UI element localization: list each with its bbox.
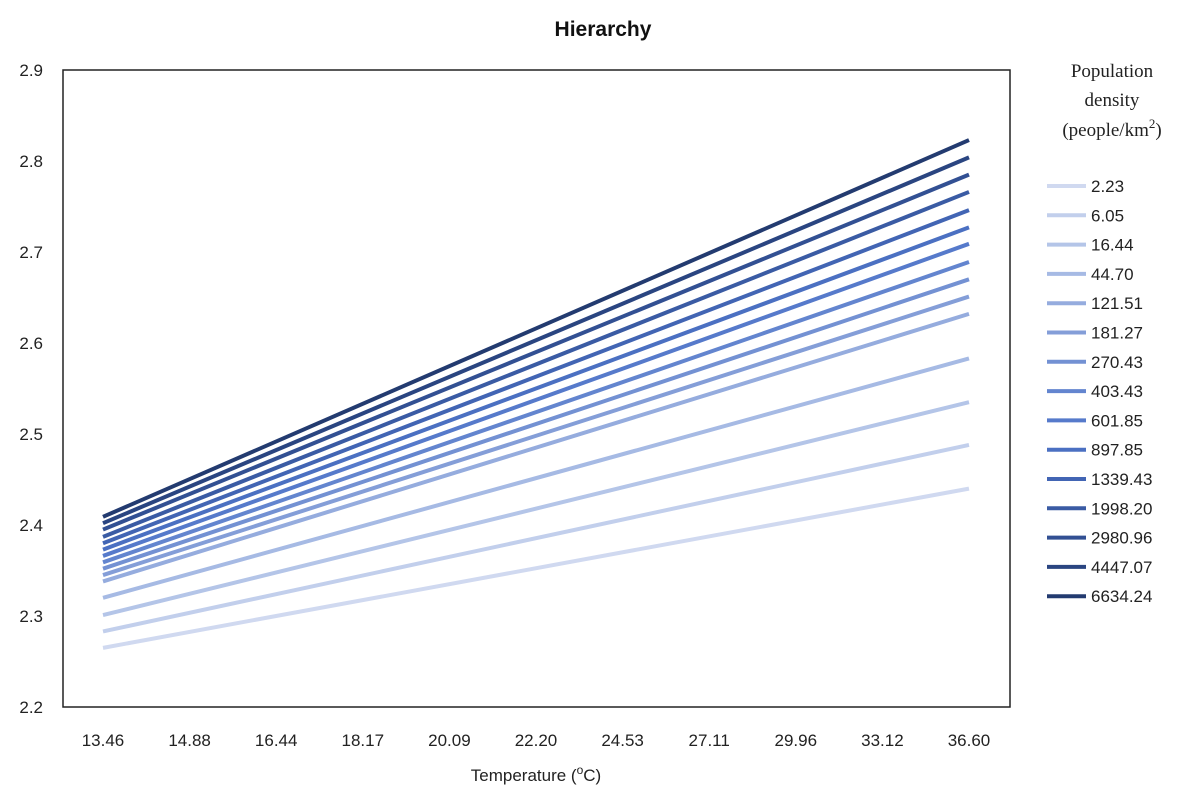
x-axis-label: Temperature (oC)	[471, 763, 601, 785]
series-line	[102, 138, 970, 519]
series-line	[102, 311, 970, 584]
legend-label: 44.70	[1091, 265, 1134, 284]
legend-label: 601.85	[1091, 411, 1143, 430]
x-tick-label: 20.09	[428, 731, 471, 750]
y-tick-label: 2.4	[19, 516, 43, 535]
series-line	[102, 190, 970, 539]
x-tick-label: 36.60	[948, 731, 991, 750]
x-axis: 13.46 14.88 16.44 18.17 20.09 22.20 24.53 27.11…	[82, 731, 991, 750]
legend-label: 4447.07	[1091, 558, 1152, 577]
series-line	[102, 241, 970, 558]
x-axis-label-base: Temperature (	[471, 766, 577, 785]
series-line	[102, 442, 970, 634]
y-tick-label: 2.3	[19, 607, 43, 626]
legend-label: 1339.43	[1091, 470, 1152, 489]
legend-title-line-2: density	[1085, 90, 1140, 111]
legend-label: 1998.20	[1091, 499, 1152, 518]
x-tick-label: 27.11	[689, 731, 730, 750]
y-tick-label: 2.6	[19, 334, 43, 353]
y-tick-label: 2.7	[19, 243, 43, 262]
x-tick-label: 22.20	[515, 731, 558, 750]
x-tick-label: 24.53	[601, 731, 644, 750]
series-line	[102, 486, 970, 650]
legend-label: 897.85	[1091, 441, 1143, 460]
legend-label: 2980.96	[1091, 529, 1152, 548]
series-line	[102, 400, 970, 618]
legend-label: 270.43	[1091, 353, 1143, 372]
legend-title-unit: (people/km2)	[1062, 116, 1161, 141]
series-line	[102, 260, 970, 565]
y-tick-label: 2.9	[19, 61, 43, 80]
series-line	[102, 356, 970, 600]
legend-items: 2.23 6.05 16.44 44.70 121.51 181.27 270.43 403.…	[1047, 177, 1152, 606]
y-tick-label: 2.5	[19, 425, 43, 444]
y-tick-label: 2.8	[19, 152, 43, 171]
plot-area	[62, 69, 1011, 708]
legend-label: 403.43	[1091, 382, 1143, 401]
x-axis-label-tail: C)	[583, 766, 601, 785]
legend-unit-tail: )	[1155, 120, 1161, 141]
series-line	[102, 225, 970, 552]
legend-label: 121.51	[1091, 294, 1143, 313]
legend-unit-superscript: 2	[1149, 116, 1156, 131]
legend-title-line-1: Population	[1071, 61, 1154, 82]
chart-title: Hierarchy	[555, 18, 652, 41]
series-line	[102, 172, 970, 532]
x-tick-label: 16.44	[255, 731, 298, 750]
series-line	[102, 155, 970, 526]
legend-label: 2.23	[1091, 177, 1124, 196]
legend-unit-base: (people/km	[1062, 120, 1149, 141]
x-tick-label: 14.88	[168, 731, 211, 750]
series-line	[102, 277, 970, 571]
legend-label: 181.27	[1091, 324, 1143, 343]
legend-label: 6634.24	[1091, 587, 1152, 606]
x-tick-label: 33.12	[861, 731, 904, 750]
x-tick-label: 18.17	[342, 731, 385, 750]
legend-label: 6.05	[1091, 206, 1124, 225]
legend: Population density (people/km2) 2.23 6.05…	[1047, 61, 1162, 606]
series-lines	[102, 138, 970, 650]
x-tick-label: 29.96	[775, 731, 818, 750]
y-tick-label: 2.2	[19, 698, 43, 717]
x-tick-label: 13.46	[82, 731, 125, 750]
series-line	[102, 294, 970, 577]
x-axis-label-superscript: o	[577, 763, 584, 777]
legend-label: 16.44	[1091, 236, 1134, 255]
series-line	[102, 208, 970, 546]
y-axis: 2.2 2.3 2.4 2.5 2.6 2.7 2.8 2.9	[19, 61, 43, 717]
